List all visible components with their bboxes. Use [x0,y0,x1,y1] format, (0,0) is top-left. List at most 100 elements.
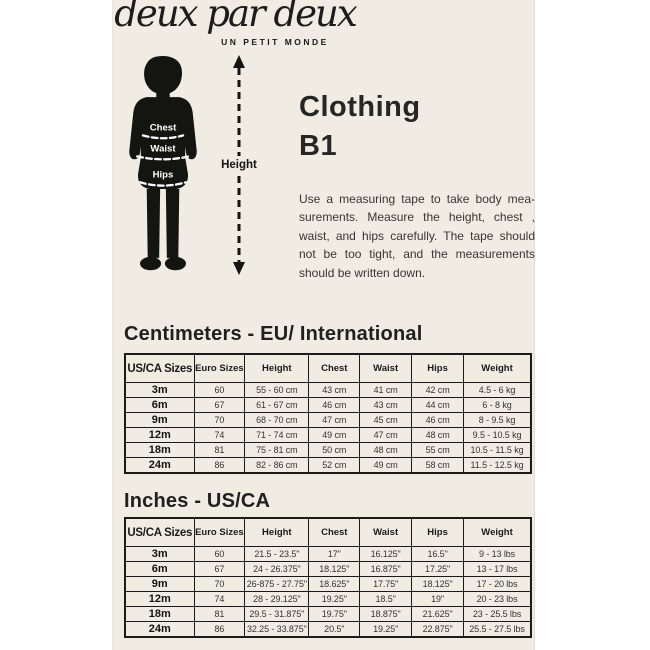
instructions-line: Use a measuring tape to take body mea- [299,192,535,206]
column-header: Height [244,517,310,547]
table-row: 24m 86 32.25 - 33.875" 20.5" 19.25" 22.875" 25… [124,621,532,638]
column-header: Chest [308,517,361,547]
column-header: Euro Sizes [193,353,246,383]
value-cell: 52 cm [308,457,361,474]
value-cell: 42 cm [411,382,465,398]
table-row: 3m 60 21.5 - 23.5" 17" 16.125" 16.5" 9 - 13 lb… [124,546,532,562]
right-foot [164,256,186,271]
value-cell: 18.125" [308,561,361,577]
page-title-line2: B1 [299,130,338,162]
value-cell: 16.875" [359,561,413,577]
value-cell: 74 [193,427,246,443]
hips-label: Hips [153,169,174,180]
arrow-up-icon [233,55,245,68]
value-cell: 49 cm [308,427,361,443]
section-heading-inches: Inches - US/CA [124,490,271,512]
value-cell: 68 - 70 cm [244,412,310,428]
value-cell: 20 - 23 lbs [463,591,532,607]
instructions-line: waist, and hips carefully. The tape shou… [299,228,535,243]
table-row: 12m 74 28 - 29.125" 19.25" 18.5" 19" 20 - 23 l… [124,591,532,607]
arrow-down-icon [233,262,245,275]
value-cell: 49 cm [359,457,413,474]
value-cell: 71 - 74 cm [244,427,310,443]
size-cell: 9m [124,412,195,428]
size-cell: 12m [124,427,195,443]
torso [137,97,189,189]
value-cell: 17.25" [411,561,465,577]
waist-label: Waist [150,144,176,155]
value-cell: 55 - 60 cm [244,382,310,398]
silhouette-body [129,55,197,271]
value-cell: 18.875" [359,606,413,622]
instructions-line: not be too tight, and the measurements [299,247,535,262]
measuring-instructions: Use a measuring tape to take body mea- s… [299,190,535,282]
size-cell: 24m [124,621,195,638]
left-arm [129,98,144,160]
column-header: Euro Sizes [193,517,246,547]
value-cell: 28 - 29.125" [244,591,310,607]
value-cell: 41 cm [359,382,413,398]
value-cell: 10.5 - 11.5 kg [463,442,532,458]
value-cell: 17" [308,546,361,562]
waist-measure-line [136,155,190,161]
value-cell: 86 [193,621,246,638]
value-cell: 45 cm [359,412,413,428]
height-label: Height [221,159,257,171]
table-row: 6m 67 24 - 26.375" 18.125" 16.875" 17.25" 13 -… [124,561,532,577]
value-cell: 21.625" [411,606,465,622]
value-cell: 24 - 26.375" [244,561,310,577]
left-leg [146,188,161,258]
value-cell: 18.5" [359,591,413,607]
value-cell: 26-875 - 27.75" [244,576,310,592]
value-cell: 61 - 67 cm [244,397,310,413]
value-cell: 60 [193,546,246,562]
value-cell: 18.625" [308,576,361,592]
value-cell: 48 cm [411,427,465,443]
value-cell: 32.25 - 33.875" [244,621,310,638]
size-cell: 12m [124,591,195,607]
value-cell: 18.125" [411,576,465,592]
size-table-inches: US/CA Sizes Euro Sizes Height Chest Waist Hip… [124,517,532,638]
column-header: Hips [411,517,465,547]
size-chart-card: deux par deux UN PETIT MONDE Chest [112,0,535,650]
size-cell: 6m [124,561,195,577]
size-table-centimeters: US/CA Sizes Euro Sizes Height Chest Waist Hip… [124,353,532,474]
value-cell: 4.5 - 6 kg [463,382,532,398]
value-cell: 6 - 8 kg [463,397,532,413]
size-cell: 18m [124,442,195,458]
column-header: US/CA Sizes [124,353,195,383]
left-foot [140,256,162,271]
value-cell: 43 cm [359,397,413,413]
hips-measure-line [138,181,188,187]
value-cell: 19" [411,591,465,607]
brand-tagline: UN PETIT MONDE [221,37,329,47]
value-cell: 19.25" [308,591,361,607]
value-cell: 8 - 9.5 kg [463,412,532,428]
value-cell: 16.5" [411,546,465,562]
value-cell: 70 [193,576,246,592]
value-cell: 19.25" [359,621,413,638]
chest-measure-line [141,134,185,140]
height-arrow [233,55,245,275]
value-cell: 82 - 86 cm [244,457,310,474]
size-cell: 18m [124,606,195,622]
value-cell: 19.75" [308,606,361,622]
value-cell: 67 [193,561,246,577]
value-cell: 44 cm [411,397,465,413]
value-cell: 23 - 25.5 lbs [463,606,532,622]
page-title-line1: Clothing [299,91,421,123]
value-cell: 60 [193,382,246,398]
right-arm [182,98,197,160]
value-cell: 75 - 81 cm [244,442,310,458]
column-header: Hips [411,353,465,383]
value-cell: 58 cm [411,457,465,474]
table-row: 9m 70 26-875 - 27.75" 18.625" 17.75" 18.125" 1… [124,576,532,592]
table-row: 24m 86 82 - 86 cm 52 cm 49 cm 58 cm 11.5 - 12.… [124,457,532,474]
column-header: Waist [359,353,413,383]
value-cell: 21.5 - 23.5" [244,546,310,562]
instructions-line: surements. Measure the height, chest , [299,210,535,225]
chest-label: Chest [150,123,177,134]
value-cell: 9.5 - 10.5 kg [463,427,532,443]
value-cell: 9 - 13 lbs [463,546,532,562]
value-cell: 86 [193,457,246,474]
